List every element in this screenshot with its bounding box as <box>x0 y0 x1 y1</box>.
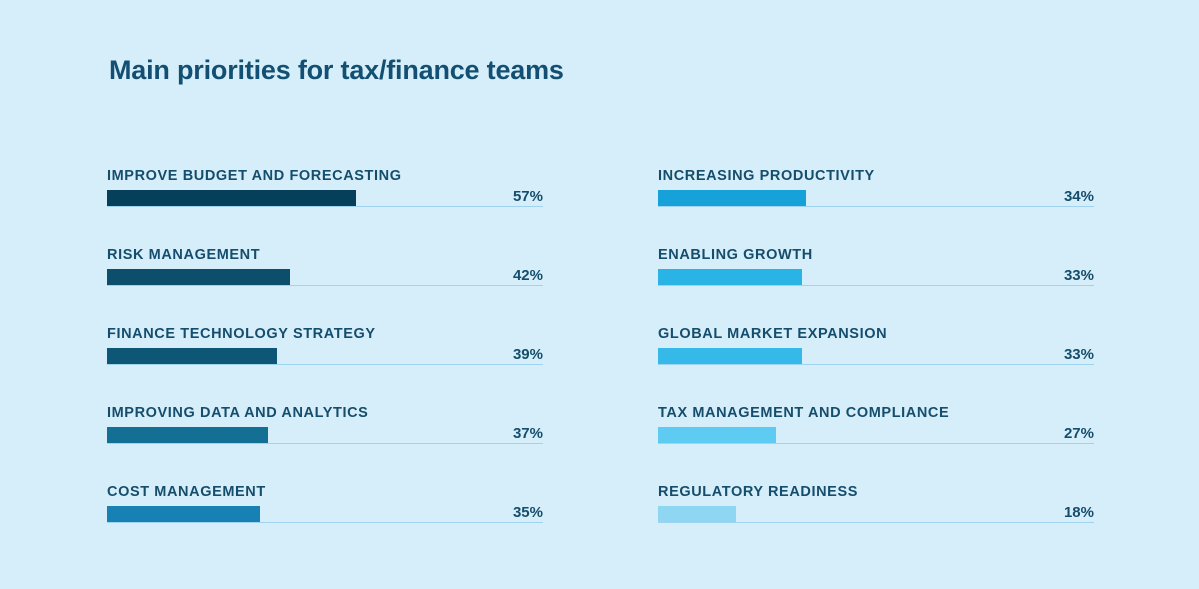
bar-row: TAX MANAGEMENT AND COMPLIANCE 27% <box>658 405 1094 465</box>
bar <box>658 190 807 206</box>
category-label: FINANCE TECHNOLOGY STRATEGY <box>107 326 376 342</box>
bar-track <box>658 348 1094 365</box>
bar <box>107 269 291 285</box>
value-label: 33% <box>1063 346 1094 363</box>
bar <box>658 348 802 364</box>
value-label: 35% <box>512 504 543 521</box>
value-label: 37% <box>512 425 543 442</box>
bar-row: INCREASING PRODUCTIVITY 34% <box>658 168 1094 228</box>
category-label: COST MANAGEMENT <box>107 484 266 500</box>
value-label: 18% <box>1063 504 1094 521</box>
bar-row: COST MANAGEMENT 35% <box>107 484 543 544</box>
bar-track <box>658 269 1094 286</box>
bar-track <box>107 190 543 207</box>
bar <box>107 348 278 364</box>
bar-track <box>107 506 543 523</box>
value-label: 42% <box>512 267 543 284</box>
category-label: TAX MANAGEMENT AND COMPLIANCE <box>658 405 950 421</box>
category-label: RISK MANAGEMENT <box>107 247 261 263</box>
bar <box>658 427 776 443</box>
category-label: REGULATORY READINESS <box>658 484 858 500</box>
value-label: 33% <box>1063 267 1094 284</box>
bar-row: ENABLING GROWTH 33% <box>658 247 1094 307</box>
bar <box>658 269 802 285</box>
category-label: GLOBAL MARKET EXPANSION <box>658 326 888 342</box>
bar-track <box>107 269 543 286</box>
bar-track <box>107 427 543 444</box>
category-label: ENABLING GROWTH <box>658 247 813 263</box>
value-label: 39% <box>512 346 543 363</box>
chart-title: Main priorities for tax/finance teams <box>109 55 564 85</box>
value-label: 34% <box>1063 188 1094 205</box>
category-label: IMPROVE BUDGET AND FORECASTING <box>107 168 402 184</box>
bar <box>107 427 269 443</box>
bar-track <box>658 506 1094 523</box>
category-label: INCREASING PRODUCTIVITY <box>658 168 875 184</box>
bar-row: RISK MANAGEMENT 42% <box>107 247 543 307</box>
bar-row: FINANCE TECHNOLOGY STRATEGY 39% <box>107 326 543 386</box>
bar-row: GLOBAL MARKET EXPANSION 33% <box>658 326 1094 386</box>
value-label: 27% <box>1063 425 1094 442</box>
value-label: 57% <box>512 188 543 205</box>
bar <box>107 506 260 522</box>
bar <box>658 506 737 522</box>
category-label: IMPROVING DATA AND ANALYTICS <box>107 405 369 421</box>
bar <box>107 190 356 206</box>
bar-row: REGULATORY READINESS 18% <box>658 484 1094 544</box>
bar-row: IMPROVE BUDGET AND FORECASTING 57% <box>107 168 543 228</box>
bar-track <box>658 427 1094 444</box>
bar-track <box>658 190 1094 207</box>
bar-track <box>107 348 543 365</box>
bar-row: IMPROVING DATA AND ANALYTICS 37% <box>107 405 543 465</box>
